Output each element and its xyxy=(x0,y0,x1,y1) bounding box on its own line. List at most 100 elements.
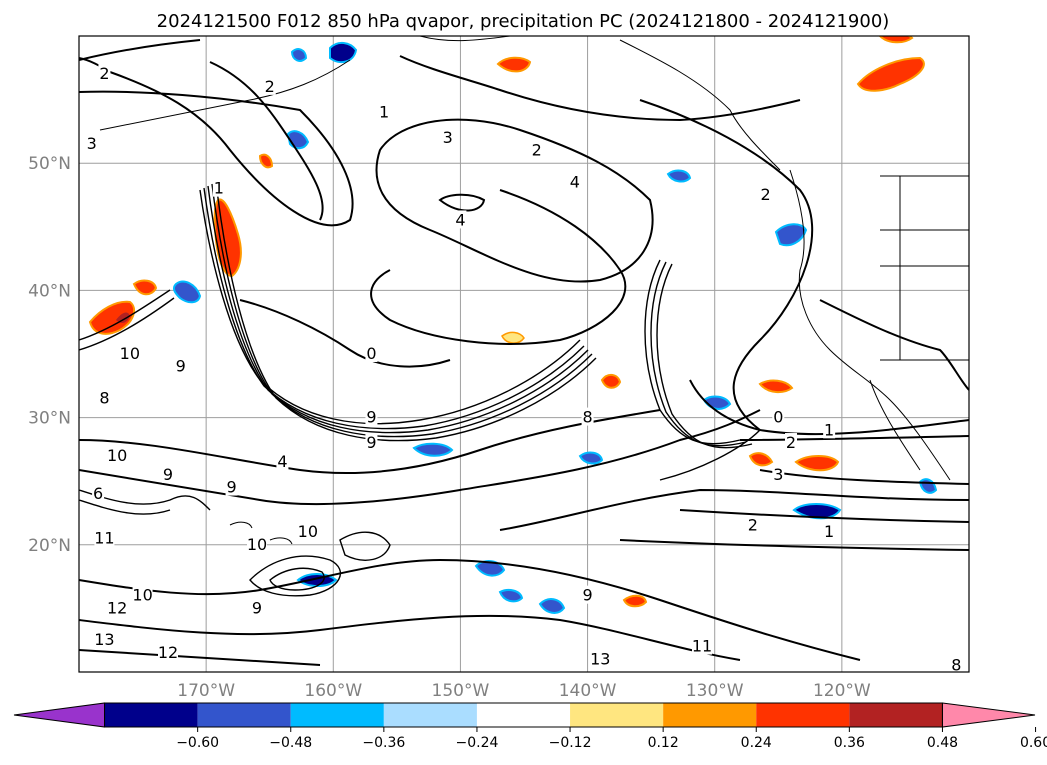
coastlines xyxy=(99,36,969,545)
contour-line xyxy=(209,61,324,221)
contour-label-bg xyxy=(276,452,289,471)
precip-positive-patch xyxy=(132,279,158,296)
colorbar-segment xyxy=(663,703,757,727)
contour-line xyxy=(79,39,201,61)
contour-label-bg xyxy=(92,483,105,502)
precip-positive-patch xyxy=(600,374,622,389)
precip-negative-patch xyxy=(290,48,308,62)
precip-positive-patch xyxy=(622,594,648,608)
colorbar-segment xyxy=(290,703,384,727)
coastline-west-coast xyxy=(789,169,951,481)
precip-positive-patch xyxy=(794,455,840,472)
contour-line xyxy=(79,614,741,661)
colorbar-segment xyxy=(476,703,571,727)
colorbar-frame xyxy=(104,702,943,728)
contour-label-bg xyxy=(530,140,543,159)
contour-label-bg xyxy=(107,445,128,464)
contour-label: 12 xyxy=(107,598,127,617)
longitude-labels: 170°W 160°W 150°W 140°W 130°W 120°W xyxy=(177,681,871,701)
precip-positive-patch xyxy=(748,452,774,467)
colorbar-tick-label: −0.48 xyxy=(269,735,312,751)
contour-label-bg xyxy=(581,585,594,604)
precip-positive-patch xyxy=(501,331,525,344)
contour-label: 10 xyxy=(247,535,267,554)
contour-label: 2 xyxy=(786,433,796,452)
contour-label: 1 xyxy=(824,420,834,439)
contour-label: 9 xyxy=(366,408,376,427)
contour-line xyxy=(239,299,451,368)
contour-line xyxy=(79,409,661,475)
colorbar-tick-label: −0.24 xyxy=(455,735,498,751)
contour-label: 9 xyxy=(582,586,592,605)
colorbar-tick-label: 0.48 xyxy=(927,735,958,751)
contour-label-bg xyxy=(297,522,318,541)
state-borders xyxy=(880,176,969,360)
contour-label: 2 xyxy=(748,516,758,535)
colorbar-segment xyxy=(197,703,291,727)
contour-label-bg xyxy=(94,528,115,547)
contour-line xyxy=(215,181,597,442)
contour-label-bg xyxy=(950,655,963,672)
contour-label: 2 xyxy=(99,64,109,83)
contour-line xyxy=(339,531,391,561)
contour-label: 8 xyxy=(951,656,961,675)
colorbar-extend-min xyxy=(13,702,106,728)
precip-negative-patch xyxy=(774,223,808,247)
contour-line xyxy=(249,555,342,597)
colorbar-segment xyxy=(570,703,664,727)
contour-label-bg xyxy=(590,649,611,668)
coastline-alaska xyxy=(419,36,511,42)
contour-label-bg xyxy=(772,407,785,426)
contour-label: 12 xyxy=(158,643,178,662)
contour-label: 13 xyxy=(94,630,114,649)
contour-label: 1 xyxy=(824,522,834,541)
colorbar-tick-label: 0.60 xyxy=(1020,735,1047,751)
contour-line xyxy=(739,435,969,441)
contour-label-bg xyxy=(581,407,594,426)
precip-negative-patch xyxy=(498,589,524,603)
contour-label-bg xyxy=(365,344,378,362)
contour-label: 0 xyxy=(773,408,783,427)
contour-label-bg xyxy=(365,407,378,426)
contour-label: 3 xyxy=(87,134,97,153)
lat-tick-label: 40°N xyxy=(28,281,71,301)
precip-negative-patch xyxy=(666,169,692,183)
contour-line xyxy=(370,189,627,345)
contour-line xyxy=(203,187,585,430)
contour-label-bg xyxy=(263,76,276,95)
lon-tick-label: 120°W xyxy=(813,681,871,701)
contour-line xyxy=(619,539,969,551)
contour-label: 9 xyxy=(176,357,186,376)
gridlines xyxy=(79,36,969,672)
contour-label: 4 xyxy=(570,172,580,191)
contour-line xyxy=(375,118,654,283)
coastline-baja xyxy=(869,379,921,471)
chart-title: 2024121500 F012 850 hPa qvapor, precipit… xyxy=(157,11,890,32)
precip-positive-patch xyxy=(116,312,130,323)
map-frame xyxy=(78,35,970,673)
contour-line xyxy=(199,189,581,425)
colorbar-segment xyxy=(104,703,198,727)
colorbar-tick-label: −0.36 xyxy=(362,735,405,751)
contour-label: 4 xyxy=(455,210,465,229)
contour-label-bg xyxy=(785,433,797,452)
colorbar-segment xyxy=(849,703,943,727)
colorbar-tick-label: −0.12 xyxy=(549,735,592,751)
contour-label-bg xyxy=(365,433,378,452)
colorbar-segment xyxy=(756,703,850,727)
contour-label-bg xyxy=(823,522,836,541)
contour-label: 2 xyxy=(532,140,542,159)
precip-positive-patch xyxy=(878,36,914,44)
contour-label-bg xyxy=(174,356,187,375)
lon-tick-label: 140°W xyxy=(559,681,617,701)
contour-line xyxy=(79,649,321,666)
colorbar-tick-label: 0.24 xyxy=(741,735,772,751)
contour-label: 11 xyxy=(692,637,712,656)
contour-label-bg xyxy=(98,64,111,83)
contour-label-bg xyxy=(692,636,712,655)
contour-label: 10 xyxy=(298,522,318,541)
contour-line xyxy=(644,259,741,445)
colorbar-tick-label: −0.60 xyxy=(176,735,219,751)
